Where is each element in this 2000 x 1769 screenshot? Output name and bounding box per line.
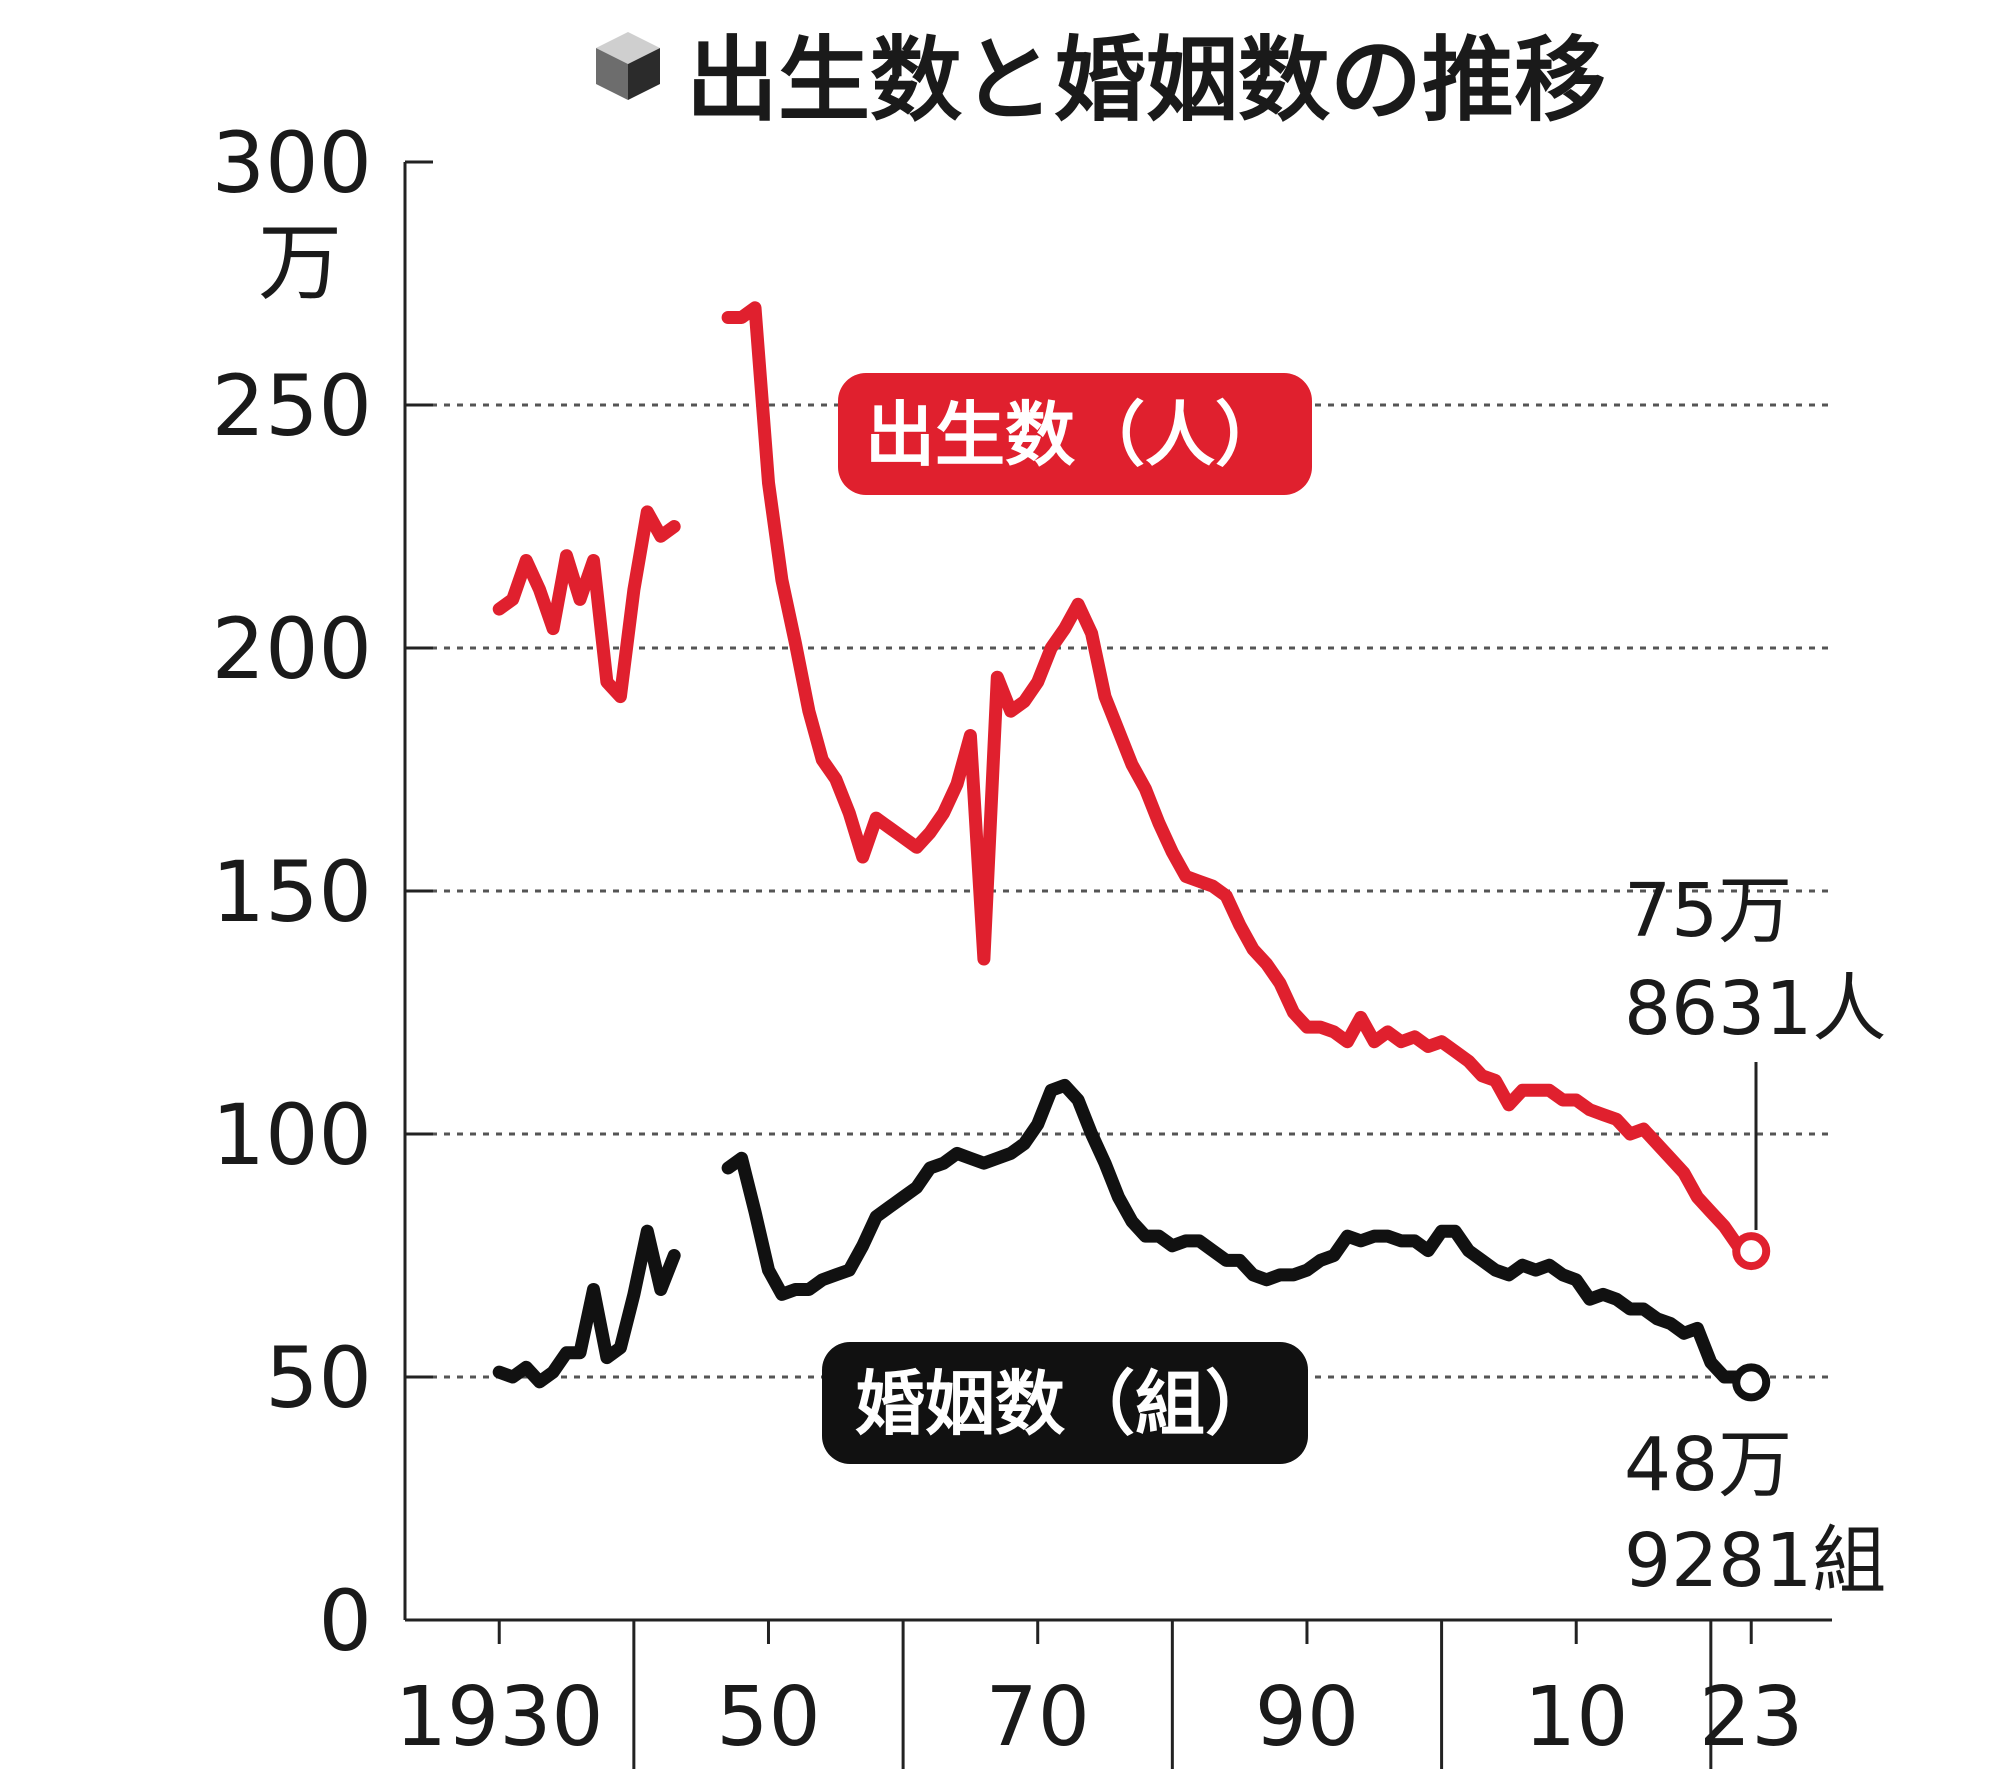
births-line xyxy=(721,301,1758,1258)
marriages-end-marker xyxy=(1732,1363,1771,1402)
births-end-value-line2: 8631人 xyxy=(1624,966,1886,1052)
y-tick-label: 100 xyxy=(212,1086,372,1184)
series-layer xyxy=(492,301,1771,1402)
chart-title: 出生数と婚姻数の推移 xyxy=(596,27,1606,134)
y-unit-label: 万 xyxy=(258,214,342,312)
marriages-end-value-line1: 48万 xyxy=(1624,1422,1792,1508)
grid-layer xyxy=(405,403,1832,1379)
y-tick-label: 0 xyxy=(319,1572,372,1670)
x-tick-label: 90 xyxy=(1255,1670,1359,1765)
births-end-marker xyxy=(1732,1232,1771,1271)
x-tick-label: 50 xyxy=(716,1670,820,1765)
y-tick-label: 150 xyxy=(212,843,372,941)
births-line xyxy=(492,505,681,704)
legend-marriages-badge xyxy=(822,1342,1308,1464)
y-tick-label: 300 xyxy=(212,114,372,212)
legend-births-label: 出生数（人） xyxy=(865,394,1285,476)
y-tick-label: 50 xyxy=(265,1329,372,1427)
x-tick-label: 70 xyxy=(986,1670,1090,1765)
chart-title-text: 出生数と婚姻数の推移 xyxy=(686,27,1606,134)
legend-marriages: 婚姻数（組） xyxy=(822,1342,1308,1464)
y-tick-label: 200 xyxy=(212,600,372,698)
cube-icon xyxy=(596,32,660,100)
legend-births: 出生数（人） xyxy=(838,373,1312,495)
x-tick-label: 10 xyxy=(1524,1670,1628,1765)
legend-births-badge xyxy=(838,373,1312,495)
x-tick-label: 23 xyxy=(1699,1670,1803,1765)
marriages-line xyxy=(721,1078,1758,1389)
births-end-value-line1: 75万 xyxy=(1624,868,1792,954)
marriages-end-value-line2: 9281組 xyxy=(1624,1518,1886,1604)
x-tick-label: 1930 xyxy=(395,1670,604,1765)
marriages-line xyxy=(492,1224,681,1389)
y-tick-label: 250 xyxy=(212,357,372,455)
legend-marriages-label: 婚姻数（組） xyxy=(855,1363,1275,1445)
